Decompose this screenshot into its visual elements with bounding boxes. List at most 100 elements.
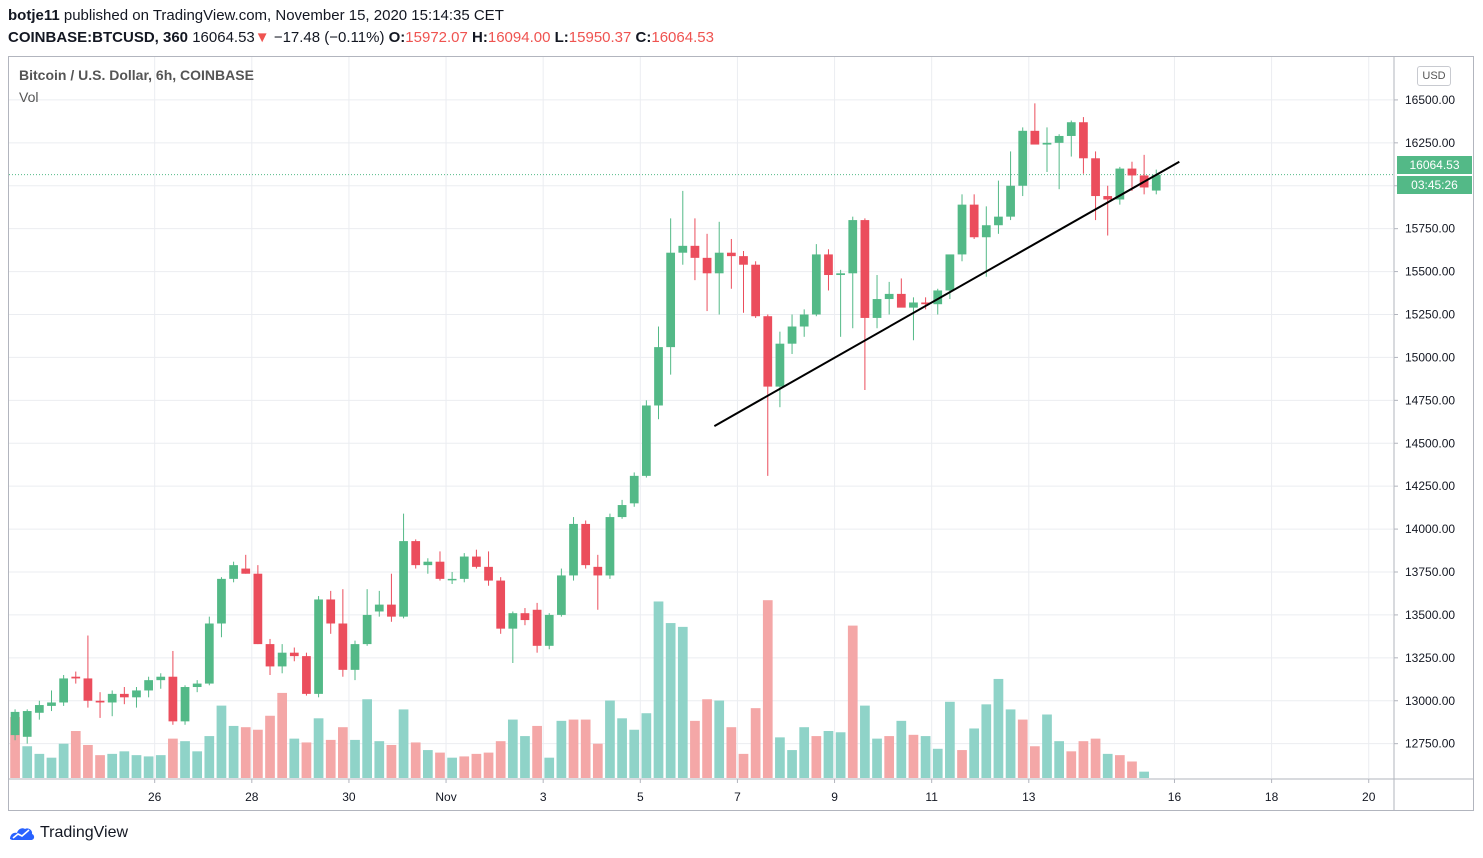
low-value: 15950.37 (568, 29, 632, 46)
series-legend[interactable]: Bitcoin / U.S. Dollar, 6h, COINBASE (19, 67, 254, 83)
candle-body (836, 273, 845, 276)
price-tick-label: 16250.00 (1405, 136, 1455, 150)
price-tick-label: 15000.00 (1405, 350, 1455, 364)
footer-brand[interactable]: TradingView (8, 823, 128, 843)
candle-body (459, 556, 469, 579)
volume-bar (471, 753, 482, 778)
time-tick-label: 9 (831, 790, 838, 804)
volume-bar (1054, 741, 1064, 778)
volume-bar (738, 753, 749, 778)
candle-body (775, 343, 785, 387)
volume-bar (605, 700, 615, 778)
volume-bar (95, 755, 105, 778)
volume-bar (265, 715, 275, 778)
candle-body (532, 609, 542, 646)
footer-brand-label: TradingView (40, 824, 129, 841)
candle-body (447, 578, 457, 581)
high-label: H: (472, 29, 488, 46)
candle-body (811, 254, 821, 315)
candle-body (702, 257, 712, 274)
close-value: 16064.53 (651, 29, 714, 46)
volume-bar (289, 738, 300, 778)
candle-body (180, 687, 190, 722)
candle-body (581, 523, 591, 566)
candle-body (156, 676, 166, 681)
price-tick-label: 14250.00 (1405, 479, 1455, 493)
candle-body (1103, 196, 1113, 200)
volume-bar (34, 753, 45, 778)
volume-bar (787, 750, 797, 778)
candle-body (629, 475, 639, 504)
time-tick-label: 7 (734, 790, 741, 804)
volume-bar (665, 623, 676, 778)
open-value: 15972.07 (405, 29, 468, 46)
time-tick-label: 16 (1168, 790, 1182, 804)
candle-body (435, 561, 445, 579)
volume-legend[interactable]: Vol (19, 89, 39, 105)
publish-info: published on TradingView.com, November 1… (63, 7, 504, 24)
volume-bar (580, 719, 591, 778)
candle-body (654, 347, 663, 406)
publish-line: botje11 published on TradingView.com, No… (8, 7, 504, 24)
volume-bar (277, 692, 288, 778)
time-tick-label: 18 (1265, 790, 1279, 804)
candle-body (107, 693, 117, 703)
volume-bar (860, 705, 870, 778)
candle-body (411, 541, 421, 566)
price-tick-label: 14000.00 (1405, 522, 1455, 536)
candle-body (763, 316, 773, 387)
volume-bar (532, 725, 542, 778)
volume-bar (945, 701, 955, 778)
candle-body (1066, 122, 1076, 136)
candle-body (1030, 130, 1040, 145)
chart-frame (8, 56, 1474, 811)
candle-body (168, 676, 178, 722)
candle-body (726, 252, 736, 257)
price-tick-label: 15250.00 (1405, 308, 1455, 322)
time-tick-label: 11 (925, 790, 938, 804)
volume-bar (896, 720, 907, 778)
candle-body (751, 264, 761, 317)
candle-body (399, 541, 408, 617)
author-name[interactable]: botje11 (8, 7, 60, 24)
volume-bar (46, 757, 57, 778)
candle-body (22, 711, 32, 737)
volume-bar (192, 751, 203, 778)
volume-bar (180, 741, 190, 778)
volume-bar (520, 736, 530, 778)
volume-bar (507, 719, 518, 778)
volume-bar (993, 678, 1004, 778)
price-tick-label: 14500.00 (1405, 436, 1455, 450)
candle-body (520, 613, 530, 621)
candle-body (787, 326, 797, 344)
close-label: C: (635, 29, 652, 46)
trendline (713, 160, 1180, 427)
candle-body (921, 302, 930, 305)
price-tick-label: 12750.00 (1405, 737, 1455, 751)
volume-bar (1066, 751, 1077, 778)
candle-body (690, 245, 700, 258)
volume-bar (107, 753, 118, 778)
currency-badge[interactable]: USD (1417, 66, 1451, 86)
volume-bar (957, 750, 967, 778)
candle-body (981, 225, 991, 238)
volume-bar (750, 708, 761, 778)
last-price-tag: 16064.53 (1397, 156, 1472, 174)
volume-bar (1042, 714, 1052, 778)
volume-bar (556, 720, 567, 778)
candle-body (277, 652, 287, 667)
price-tick-label: 13750.00 (1405, 565, 1455, 579)
candle-body (229, 565, 238, 579)
volume-bar (872, 738, 882, 778)
candle-body (34, 705, 44, 713)
time-tick-label: 13 (1022, 790, 1036, 804)
volume-bar (799, 727, 810, 778)
volume-bar (10, 717, 20, 778)
candle-body (496, 580, 506, 629)
volume-bar (131, 755, 142, 778)
candle-body (617, 505, 627, 518)
volume-bar (422, 750, 433, 778)
candle-body (423, 561, 433, 566)
price-tick-label: 13500.00 (1405, 608, 1455, 622)
